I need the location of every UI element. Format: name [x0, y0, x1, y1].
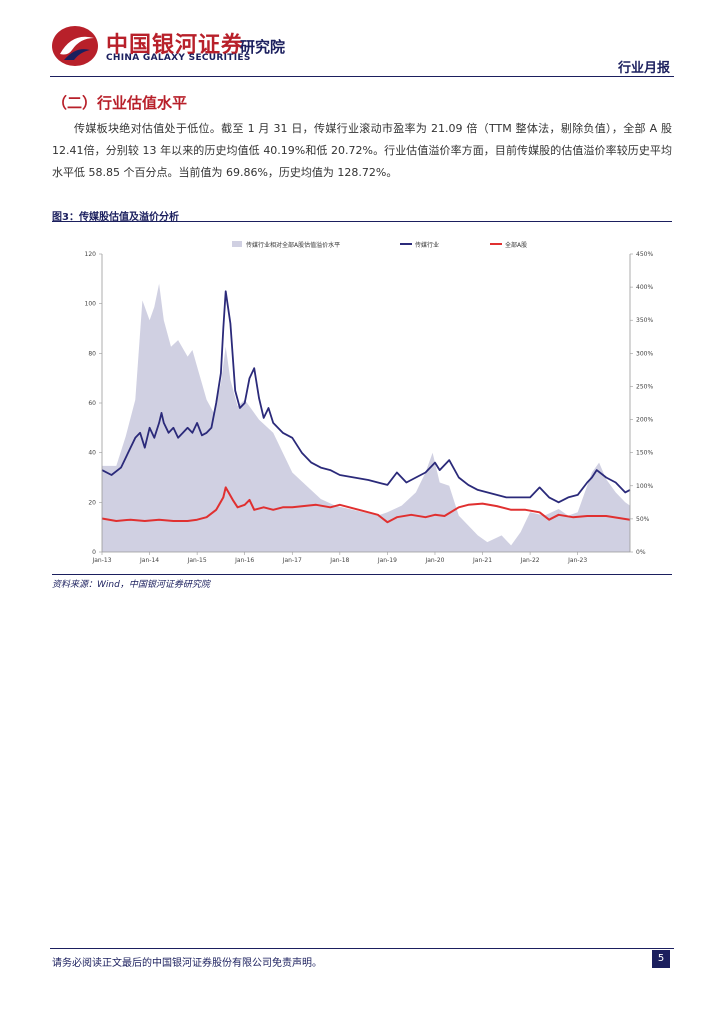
valuation-chart: 传媒行业相对全部A股估值溢价水平 传媒行业 全部A股 0 20 40 60 80 100 1…: [85, 241, 653, 564]
report-type: 行业月报: [617, 61, 670, 76]
right-tick-label: 100%: [636, 483, 653, 490]
left-tick-label: 60: [88, 400, 96, 407]
x-tick-label: Jan-17: [282, 557, 302, 564]
left-tick-label: 100: [85, 301, 97, 308]
right-tick-label: 300%: [636, 350, 653, 357]
x-tick-label: Jan-19: [377, 557, 397, 564]
x-tick-label: Jan-16: [234, 557, 254, 564]
right-tick-label: 250%: [636, 383, 653, 390]
x-tick-label: Jan-20: [424, 557, 444, 564]
x-tick-label: Jan-14: [139, 557, 159, 564]
footer-divider: [50, 948, 674, 949]
right-tick-label: 350%: [636, 317, 653, 324]
x-tick-label: Jan-21: [472, 557, 492, 564]
legend-swatch-premium: [232, 241, 242, 247]
series-area-premium: [102, 283, 630, 552]
brand-name-cn: 中国银河证券: [106, 33, 245, 58]
right-tick-label: 50%: [636, 516, 650, 523]
figure-title: 图3：传媒股估值及溢价分析: [52, 212, 179, 223]
figure-top-rule: [52, 221, 672, 222]
page-number: 5: [652, 950, 670, 968]
x-tick-label: Jan-13: [91, 557, 111, 564]
left-tick-label: 20: [88, 499, 96, 506]
brand-name-en: CHINA GALAXY SECURITIES: [106, 53, 251, 63]
series-line-all-a: [101, 486, 631, 524]
right-tick-label: 450%: [636, 251, 653, 258]
left-tick-label: 40: [88, 450, 96, 457]
header-divider: [50, 76, 674, 77]
left-tick-label: 0: [92, 549, 96, 556]
right-tick-label: 400%: [636, 284, 653, 291]
right-tick-label: 150%: [636, 450, 653, 457]
x-tick-label: Jan-22: [520, 557, 540, 564]
section-title: （二）行业估值水平: [52, 94, 188, 112]
legend-label-media: 传媒行业: [415, 241, 439, 249]
institute-label: 研究院: [240, 38, 286, 56]
x-tick-label: Jan-23: [567, 557, 587, 564]
left-tick-label: 80: [88, 350, 96, 357]
legend-label-premium: 传媒行业相对全部A股估值溢价水平: [246, 241, 340, 249]
series-line-media: [101, 290, 631, 504]
footer-disclaimer: 请务必阅读正文最后的中国银河证券股份有限公司免责声明。: [52, 958, 322, 969]
right-tick-label: 0%: [636, 549, 646, 556]
legend-label-all-a: 全部A股: [505, 241, 527, 249]
right-tick-label: 200%: [636, 417, 653, 424]
left-tick-label: 120: [85, 251, 97, 258]
x-tick-label: Jan-15: [187, 557, 207, 564]
x-tick-label: Jan-18: [329, 557, 349, 564]
figure-source: 资料来源：Wind，中国银河证券研究院: [52, 580, 210, 590]
section-paragraph: 传媒板块绝对估值处于低位。截至 1 月 31 日，传媒行业滚动市盈率为 21.0…: [52, 122, 672, 179]
figure-bottom-rule: [52, 574, 672, 575]
chart-legend: 传媒行业相对全部A股估值溢价水平 传媒行业 全部A股: [232, 241, 527, 249]
galaxy-logo-icon: [52, 26, 98, 66]
